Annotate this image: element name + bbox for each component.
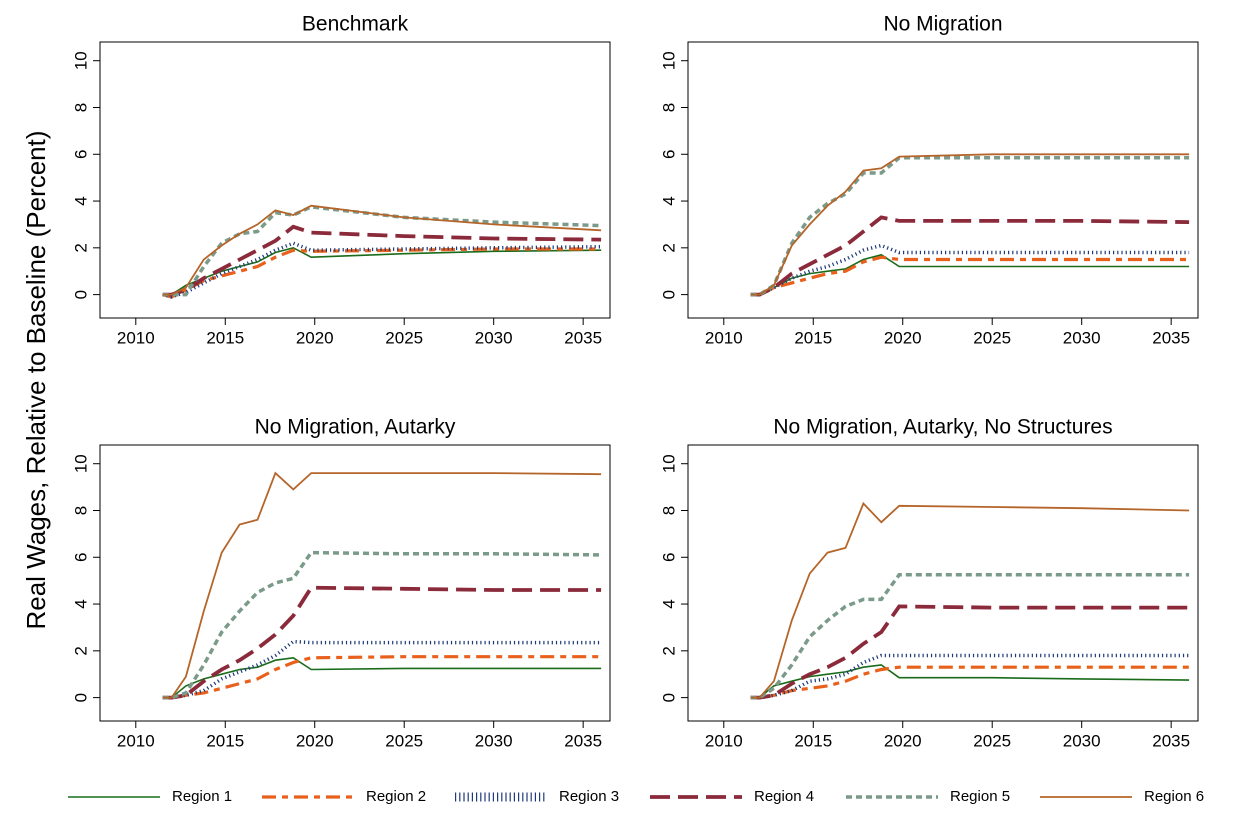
panel-title: No Migration [883,13,1002,36]
y-tick-label: 0 [659,693,678,702]
y-tick-label: 6 [71,553,90,562]
y-tick-label: 2 [659,243,678,252]
legend-label: Region 4 [754,788,814,805]
x-tick-label: 2010 [705,731,743,750]
plot-frame [99,41,611,319]
plot-frame [687,41,1199,319]
series-line [750,243,1190,297]
y-tick-label: 2 [659,646,678,655]
x-tick-label: 2020 [296,328,334,347]
y-tick-label: 0 [71,693,90,702]
x-tick-label: 2010 [705,328,743,347]
x-tick-label: 2030 [1063,328,1101,347]
y-tick-label: 8 [71,103,90,112]
x-tick-label: 2030 [1063,731,1101,750]
series-line [750,664,1190,699]
x-tick-label: 2020 [884,731,922,750]
legend-label: Region 1 [172,788,232,805]
legend-label: Region 3 [559,788,619,805]
y-tick-label: 8 [659,103,678,112]
series-line [162,639,602,700]
series-line [750,156,1190,297]
series-line [162,656,602,699]
legend-label: Region 6 [1144,788,1204,805]
x-tick-label: 2025 [973,731,1011,750]
x-tick-label: 2015 [794,328,832,347]
x-tick-label: 2035 [564,328,602,347]
plot-frame [99,444,611,722]
series-line [162,247,602,299]
series-line [750,255,1190,297]
series-line [162,655,602,700]
y-tick-label: 10 [659,51,678,70]
series-line [162,585,602,700]
x-tick-label: 2015 [794,731,832,750]
panel-title: Benchmark [302,13,409,36]
x-tick-label: 2025 [973,328,1011,347]
series-line [750,653,1190,700]
series-line [750,215,1190,297]
x-tick-label: 2035 [1152,731,1190,750]
x-tick-label: 2020 [884,328,922,347]
legend-label: Region 5 [950,788,1010,805]
y-tick-label: 10 [659,454,678,473]
y-tick-label: 2 [71,243,90,252]
series-line [750,153,1190,296]
plot-frame [687,444,1199,722]
x-tick-label: 2010 [117,731,155,750]
series-line [162,204,602,296]
panel-title: No Migration, Autarky [255,416,456,439]
series-line [750,573,1190,700]
y-axis-label: Real Wages, Relative to Baseline (Percen… [21,130,51,629]
x-tick-label: 2035 [1152,328,1190,347]
y-tick-label: 10 [71,51,90,70]
y-tick-label: 8 [71,506,90,515]
series-line [750,604,1190,700]
x-tick-label: 2015 [206,328,244,347]
y-tick-label: 0 [71,290,90,299]
y-tick-label: 4 [71,599,90,608]
series-line [162,224,602,297]
y-tick-label: 4 [659,196,678,205]
panel-title: No Migration, Autarky, No Structures [773,416,1112,439]
x-tick-label: 2035 [564,731,602,750]
series-line [162,471,602,699]
x-tick-label: 2025 [385,731,423,750]
y-tick-label: 2 [71,646,90,655]
series-line [750,501,1190,699]
y-tick-label: 6 [659,150,678,159]
y-tick-label: 4 [659,599,678,608]
y-tick-label: 6 [659,553,678,562]
legend-label: Region 2 [366,788,426,805]
x-tick-label: 2010 [117,328,155,347]
y-tick-label: 6 [71,150,90,159]
x-tick-label: 2030 [475,328,513,347]
series-line [750,665,1190,700]
y-tick-label: 0 [659,290,678,299]
y-tick-label: 8 [659,506,678,515]
series-line [162,550,602,700]
series-line [162,246,602,296]
x-tick-label: 2030 [475,731,513,750]
x-tick-label: 2015 [206,731,244,750]
x-tick-label: 2025 [385,328,423,347]
x-tick-label: 2020 [296,731,334,750]
y-tick-label: 4 [71,196,90,205]
y-tick-label: 10 [71,454,90,473]
